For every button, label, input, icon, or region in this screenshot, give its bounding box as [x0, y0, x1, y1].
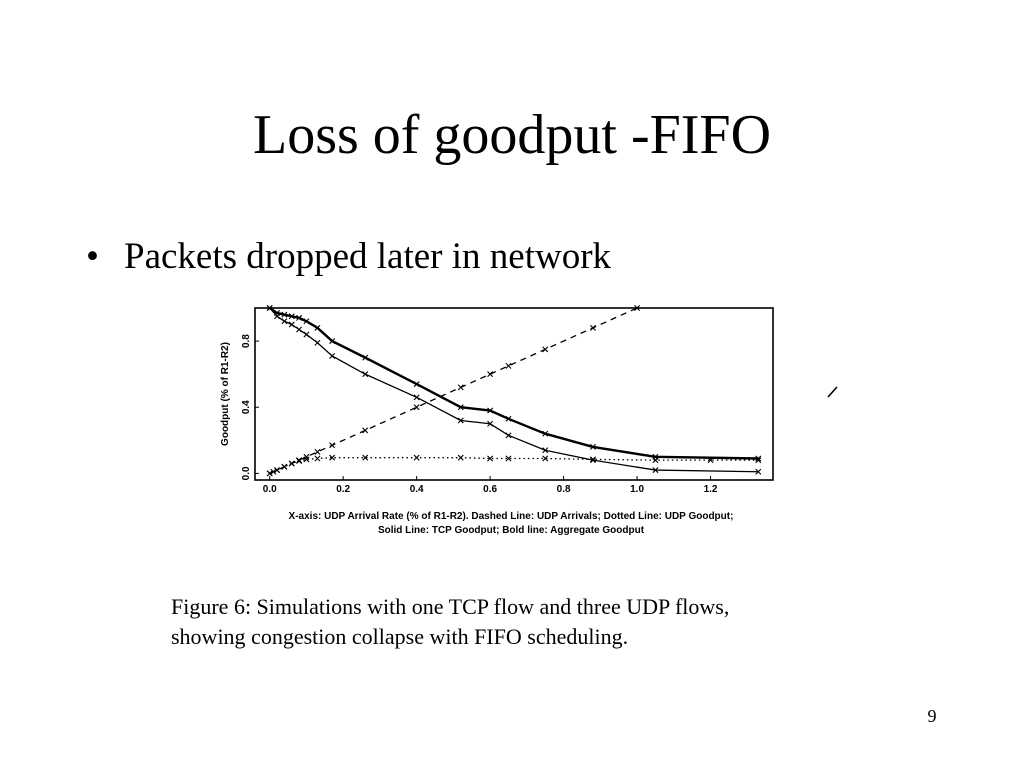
data-point-marker — [362, 354, 369, 361]
data-point-marker — [505, 432, 512, 439]
bullet-marker: • — [86, 236, 99, 277]
data-point-marker — [296, 314, 303, 321]
data-point-marker — [652, 467, 659, 474]
data-point-marker — [281, 311, 288, 318]
data-point-marker — [362, 427, 369, 434]
y-tick-label: 0.8 — [241, 334, 252, 348]
series-bold — [266, 305, 762, 462]
data-point-marker — [755, 455, 762, 462]
data-point-marker — [487, 371, 494, 378]
data-point-marker — [542, 430, 549, 437]
data-point-marker — [505, 362, 512, 369]
data-point-marker — [413, 394, 420, 401]
series-line-bold — [269, 307, 759, 460]
data-point-marker — [296, 326, 303, 333]
x-tick-label: 0.6 — [483, 484, 497, 495]
data-point-marker — [303, 456, 310, 463]
data-point-marker — [487, 407, 494, 414]
data-point-marker — [542, 447, 549, 454]
x-tick-label: 0.8 — [557, 484, 571, 495]
data-point-marker — [589, 324, 596, 331]
data-point-marker — [413, 404, 420, 411]
y-tick-label: 0.0 — [241, 466, 252, 480]
data-point-marker — [303, 331, 310, 338]
x-tick-label: 1.0 — [630, 484, 644, 495]
data-point-marker — [270, 468, 277, 475]
data-point-marker — [457, 384, 464, 391]
figure-caption-line-2: showing congestion collapse with FIFO sc… — [171, 624, 629, 649]
data-point-marker — [288, 321, 295, 328]
data-point-marker — [274, 309, 281, 316]
data-point-marker — [314, 339, 321, 346]
data-point-marker — [362, 454, 369, 461]
data-point-marker — [505, 455, 512, 462]
data-point-marker — [296, 457, 303, 464]
data-point-marker — [266, 305, 273, 311]
data-point-marker — [288, 460, 295, 467]
data-point-marker — [281, 318, 288, 325]
figure-caption-line-1: Figure 6: Simulations with one TCP flow … — [171, 594, 730, 619]
data-point-marker — [652, 453, 659, 460]
stray-tick-mark — [827, 386, 838, 398]
figure-caption: Figure 6: Simulations with one TCP flow … — [171, 592, 851, 652]
data-point-marker — [634, 305, 641, 311]
x-tick-label: 1.2 — [704, 484, 718, 495]
data-point-marker — [589, 457, 596, 464]
bullet-item: • Packets dropped later in network — [86, 232, 611, 282]
x-axis-ticks: 0.0 0.2 0.4 0.6 0.8 1.0 1.2 — [263, 476, 718, 495]
data-point-marker — [288, 313, 295, 320]
data-point-marker — [457, 404, 464, 411]
data-point-marker — [542, 455, 549, 462]
data-point-marker — [457, 417, 464, 424]
data-point-marker — [303, 318, 310, 325]
data-point-marker — [413, 381, 420, 388]
data-point-marker — [589, 443, 596, 450]
y-axis-ticks: 0.0 0.4 0.8 — [241, 334, 259, 480]
goodput-chart: 0.0 0.2 0.4 0.6 0.8 1.0 1.2 0.0 0.4 0.8 Goodput … — [220, 305, 774, 495]
data-point-marker — [542, 346, 549, 353]
data-point-marker — [457, 454, 464, 461]
data-point-marker — [505, 415, 512, 422]
data-point-marker — [413, 454, 420, 461]
data-point-marker — [487, 455, 494, 462]
series-solid — [266, 305, 762, 475]
series-dashed — [266, 305, 641, 477]
data-point-marker — [362, 371, 369, 378]
data-point-marker — [314, 448, 321, 455]
data-point-marker — [296, 457, 303, 464]
data-point-marker — [329, 352, 336, 359]
plot-frame — [254, 307, 774, 481]
slide-title: Loss of goodput -FIFO — [252, 104, 772, 166]
data-point-marker — [329, 338, 336, 345]
chart-caption-line-1: X-axis: UDP Arrival Rate (% of R1-R2). D… — [288, 511, 734, 522]
data-point-marker — [314, 455, 321, 462]
x-tick-label: 0.0 — [263, 484, 277, 495]
y-tick-label: 0.4 — [241, 400, 252, 414]
chart-caption-line-2: Solid Line: TCP Goodput; Bold line: Aggr… — [377, 525, 645, 536]
x-tick-label: 0.2 — [336, 484, 350, 495]
y-axis-label: Goodput (% of R1-R2) — [220, 342, 231, 446]
data-point-marker — [281, 463, 288, 470]
series-line-solid — [269, 307, 759, 473]
slide-number: 9 — [927, 706, 937, 726]
data-point-marker — [274, 467, 281, 474]
data-point-marker — [329, 454, 336, 461]
data-point-marker — [314, 324, 321, 331]
data-point-marker — [755, 468, 762, 475]
data-point-marker — [487, 420, 494, 427]
x-tick-label: 0.4 — [410, 484, 424, 495]
series-layer — [266, 305, 762, 477]
series-line-dashed — [269, 307, 638, 474]
data-point-marker — [329, 442, 336, 449]
bullet-list: • Packets dropped later in network — [86, 232, 611, 282]
data-point-marker — [266, 470, 273, 477]
bullet-text: Packets dropped later in network — [124, 236, 612, 277]
